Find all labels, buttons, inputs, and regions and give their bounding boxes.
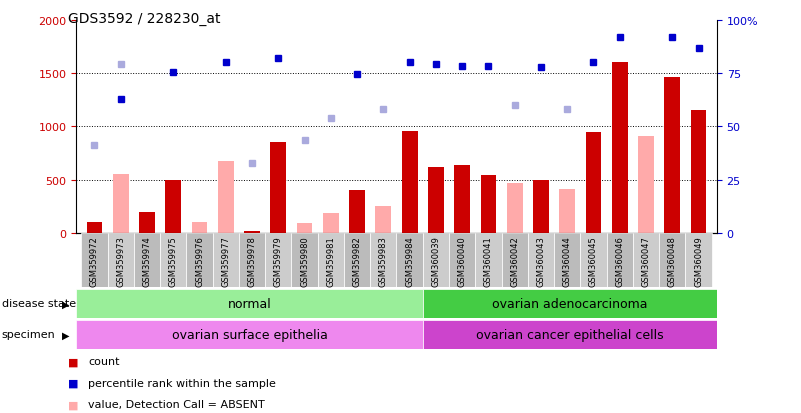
Bar (581, 233, 606, 287)
Text: ovarian cancer epithelial cells: ovarian cancer epithelial cells (477, 328, 664, 341)
Text: GSM359975: GSM359975 (169, 236, 178, 287)
Bar (212, 233, 239, 287)
Text: GSM360046: GSM360046 (615, 236, 624, 287)
Bar (396, 233, 423, 287)
Bar (507, 183, 522, 233)
Bar (239, 233, 265, 287)
Text: ■: ■ (68, 378, 78, 388)
Text: GSM359978: GSM359978 (248, 236, 256, 287)
Bar (638, 137, 654, 233)
Text: GSM360040: GSM360040 (457, 236, 467, 287)
Bar (402, 131, 417, 233)
Text: specimen: specimen (2, 330, 55, 339)
Bar (554, 233, 581, 287)
Bar (475, 233, 501, 287)
Bar (218, 162, 234, 233)
Text: GSM359974: GSM359974 (143, 236, 151, 287)
Bar (633, 233, 659, 287)
Bar (559, 190, 575, 233)
Text: GSM360044: GSM360044 (562, 236, 572, 287)
Text: GDS3592 / 228230_at: GDS3592 / 228230_at (68, 12, 220, 26)
Bar (528, 233, 554, 287)
Text: GSM360041: GSM360041 (484, 236, 493, 287)
Text: GSM359984: GSM359984 (405, 236, 414, 287)
Text: ▶: ▶ (62, 299, 69, 309)
Bar (428, 167, 444, 233)
Text: value, Detection Call = ABSENT: value, Detection Call = ABSENT (88, 399, 265, 409)
Text: GSM360039: GSM360039 (432, 236, 441, 287)
Bar (187, 233, 212, 287)
Text: count: count (88, 356, 119, 366)
Text: GSM360047: GSM360047 (642, 236, 650, 287)
Bar (423, 233, 449, 287)
Text: disease state: disease state (2, 299, 76, 309)
Bar (113, 175, 129, 233)
Bar (107, 233, 134, 287)
Bar (323, 213, 339, 233)
Text: GSM359976: GSM359976 (195, 236, 204, 287)
Text: GSM360043: GSM360043 (537, 236, 545, 287)
Bar (244, 231, 260, 233)
Text: ▶: ▶ (62, 330, 69, 339)
Bar (664, 78, 680, 233)
Text: GSM360049: GSM360049 (694, 236, 703, 287)
Text: GSM359983: GSM359983 (379, 236, 388, 287)
Bar (423, 320, 717, 349)
Text: GSM359981: GSM359981 (326, 236, 336, 287)
Text: ovarian surface epithelia: ovarian surface epithelia (171, 328, 328, 341)
Bar (134, 233, 160, 287)
Text: GSM359979: GSM359979 (274, 236, 283, 287)
Bar (686, 233, 711, 287)
Bar (501, 233, 528, 287)
Bar (376, 207, 391, 233)
Bar (271, 143, 286, 233)
Text: ovarian adenocarcinoma: ovarian adenocarcinoma (493, 297, 648, 310)
Bar (292, 233, 318, 287)
Bar (165, 180, 181, 233)
Bar (586, 132, 602, 233)
Text: ■: ■ (68, 399, 78, 409)
Bar (139, 212, 155, 233)
Text: GSM359980: GSM359980 (300, 236, 309, 287)
Bar (296, 224, 312, 233)
Bar (191, 223, 207, 233)
Bar (533, 180, 549, 233)
Bar (690, 111, 706, 233)
Bar (370, 233, 396, 287)
Bar (349, 191, 365, 233)
Bar (659, 233, 686, 287)
Text: GSM359977: GSM359977 (221, 236, 231, 287)
Text: percentile rank within the sample: percentile rank within the sample (88, 378, 276, 388)
Bar (454, 165, 470, 233)
Bar (423, 289, 717, 318)
Bar (82, 233, 107, 287)
Bar (449, 233, 475, 287)
Bar (318, 233, 344, 287)
Text: normal: normal (227, 297, 272, 310)
Bar (76, 289, 423, 318)
Text: GSM359973: GSM359973 (116, 236, 125, 287)
Text: GSM359972: GSM359972 (90, 236, 99, 287)
Bar (76, 320, 423, 349)
Text: GSM360042: GSM360042 (510, 236, 519, 287)
Text: GSM359982: GSM359982 (352, 236, 361, 287)
Bar (606, 233, 633, 287)
Text: ■: ■ (68, 356, 78, 366)
Bar (612, 63, 628, 233)
Bar (87, 223, 103, 233)
Bar (160, 233, 187, 287)
Text: GSM360045: GSM360045 (589, 236, 598, 287)
Text: GSM360048: GSM360048 (668, 236, 677, 287)
Bar (265, 233, 292, 287)
Bar (481, 176, 497, 233)
Bar (344, 233, 370, 287)
